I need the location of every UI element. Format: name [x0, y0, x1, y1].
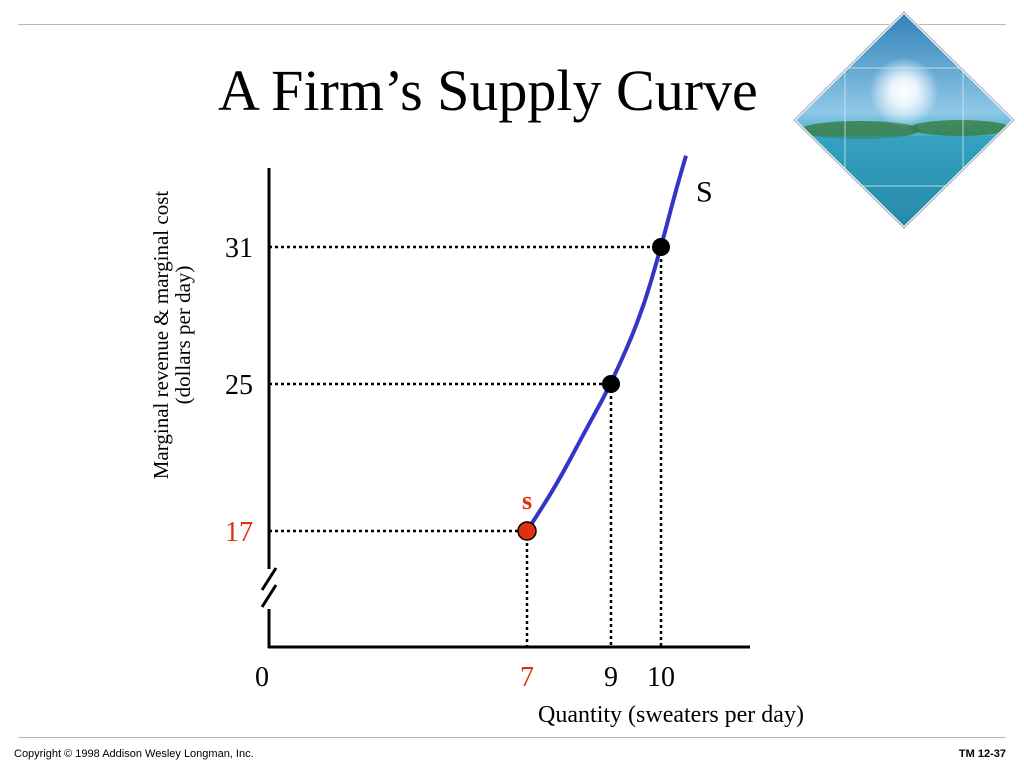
- supply-curve-label: S: [696, 175, 713, 208]
- guide-lines: [269, 245, 663, 647]
- supply-curve-line: [525, 155, 688, 533]
- tick-labels: Ss 17 25 31 7 9 10: [225, 175, 713, 693]
- x-axis-label: Quantity (sweaters per day): [538, 702, 804, 728]
- y-tick-label-0: 17: [225, 517, 253, 548]
- slide-title: A Firm’s Supply Curve: [218, 58, 758, 123]
- y-axis-label-line2: (dollars per day): [171, 265, 195, 405]
- data-point-0: [517, 521, 537, 541]
- x-tick-label-2: 10: [647, 662, 675, 693]
- copyright-text: Copyright © 1998 Addison Wesley Longman,…: [14, 748, 254, 760]
- x-tick-label-0: 7: [520, 662, 534, 693]
- y-tick-label-1: 25: [225, 370, 253, 401]
- bottom-rule: [18, 737, 1006, 738]
- data-points: [517, 238, 670, 541]
- point-label-0: s: [522, 486, 532, 515]
- slide-number: TM 12-37: [958, 748, 1006, 760]
- top-rule: [18, 24, 1006, 25]
- data-point-1: [602, 375, 620, 393]
- y-axis-break: [260, 567, 278, 609]
- ocean-photo-icon: [791, 10, 1017, 231]
- y-axis-label: Marginal revenue & marginal cost (dollar…: [149, 155, 195, 515]
- y-tick-label-2: 31: [225, 233, 253, 264]
- data-point-2: [652, 238, 670, 256]
- y-axis-label-line1: Marginal revenue & marginal cost: [149, 190, 173, 480]
- x-origin-label: 0: [255, 662, 269, 693]
- x-tick-label-1: 9: [604, 662, 618, 693]
